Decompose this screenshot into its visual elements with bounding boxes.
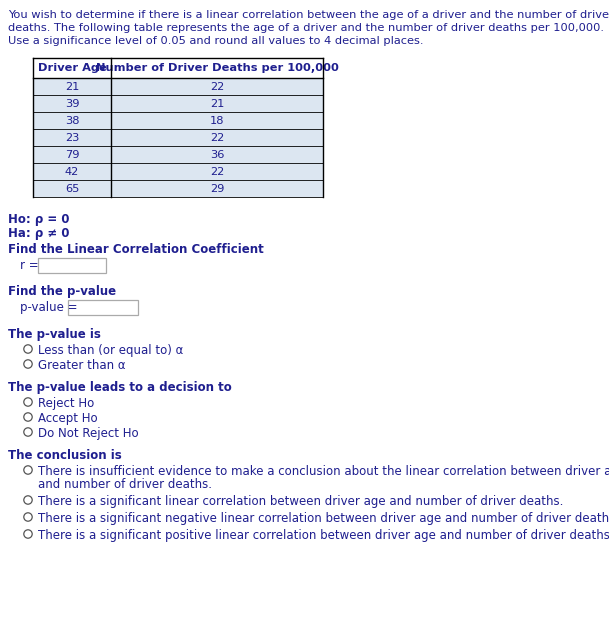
- Text: The p-value is: The p-value is: [8, 328, 101, 341]
- Bar: [68, 300, 138, 315]
- Text: 23: 23: [65, 133, 79, 142]
- Text: r =: r =: [20, 259, 38, 272]
- Bar: [33, 163, 323, 180]
- Text: 22: 22: [210, 167, 224, 176]
- Text: Use a significance level of 0.05 and round all values to 4 decimal places.: Use a significance level of 0.05 and rou…: [8, 36, 423, 46]
- Text: Ha: ρ ≠ 0: Ha: ρ ≠ 0: [8, 227, 69, 240]
- Text: deaths. The following table represents the age of a driver and the number of dri: deaths. The following table represents t…: [8, 23, 604, 33]
- Text: 21: 21: [65, 82, 79, 91]
- Text: The p-value leads to a decision to: The p-value leads to a decision to: [8, 381, 232, 394]
- Bar: [33, 146, 323, 163]
- Bar: [33, 95, 323, 112]
- Text: The conclusion is: The conclusion is: [8, 449, 122, 462]
- Text: There is insufficient evidence to make a conclusion about the linear correlation: There is insufficient evidence to make a…: [38, 465, 609, 478]
- Bar: [33, 129, 323, 146]
- Text: 18: 18: [209, 115, 224, 126]
- Text: Ho: ρ = 0: Ho: ρ = 0: [8, 213, 69, 226]
- Text: Less than (or equal to) α: Less than (or equal to) α: [38, 344, 183, 357]
- Text: 22: 22: [210, 133, 224, 142]
- Text: Accept Ho: Accept Ho: [38, 412, 97, 425]
- Bar: [33, 78, 323, 95]
- Bar: [33, 58, 323, 78]
- Text: 65: 65: [65, 184, 79, 193]
- Text: Greater than α: Greater than α: [38, 359, 125, 372]
- Text: p-value =: p-value =: [20, 301, 77, 314]
- Text: 79: 79: [65, 149, 79, 160]
- Text: There is a significant negative linear correlation between driver age and number: There is a significant negative linear c…: [38, 512, 609, 525]
- Text: You wish to determine if there is a linear correlation between the age of a driv: You wish to determine if there is a line…: [8, 10, 609, 20]
- Bar: [38, 258, 106, 273]
- Text: 39: 39: [65, 99, 79, 108]
- Text: 36: 36: [210, 149, 224, 160]
- Text: There is a significant linear correlation between driver age and number of drive: There is a significant linear correlatio…: [38, 495, 563, 508]
- Bar: [33, 112, 323, 129]
- Bar: [33, 180, 323, 197]
- Text: 42: 42: [65, 167, 79, 176]
- Text: 21: 21: [210, 99, 224, 108]
- Text: Reject Ho: Reject Ho: [38, 397, 94, 410]
- Text: Number of Driver Deaths per 100,000: Number of Driver Deaths per 100,000: [96, 63, 339, 73]
- Text: Find the p-value: Find the p-value: [8, 285, 116, 298]
- Text: 22: 22: [210, 82, 224, 91]
- Text: Find the Linear Correlation Coefficient: Find the Linear Correlation Coefficient: [8, 243, 264, 256]
- Text: 29: 29: [210, 184, 224, 193]
- Text: There is a significant positive linear correlation between driver age and number: There is a significant positive linear c…: [38, 529, 609, 542]
- Text: and number of driver deaths.: and number of driver deaths.: [38, 478, 212, 491]
- Text: Do Not Reject Ho: Do Not Reject Ho: [38, 427, 139, 440]
- Text: Driver Age: Driver Age: [38, 63, 107, 73]
- Text: 38: 38: [65, 115, 79, 126]
